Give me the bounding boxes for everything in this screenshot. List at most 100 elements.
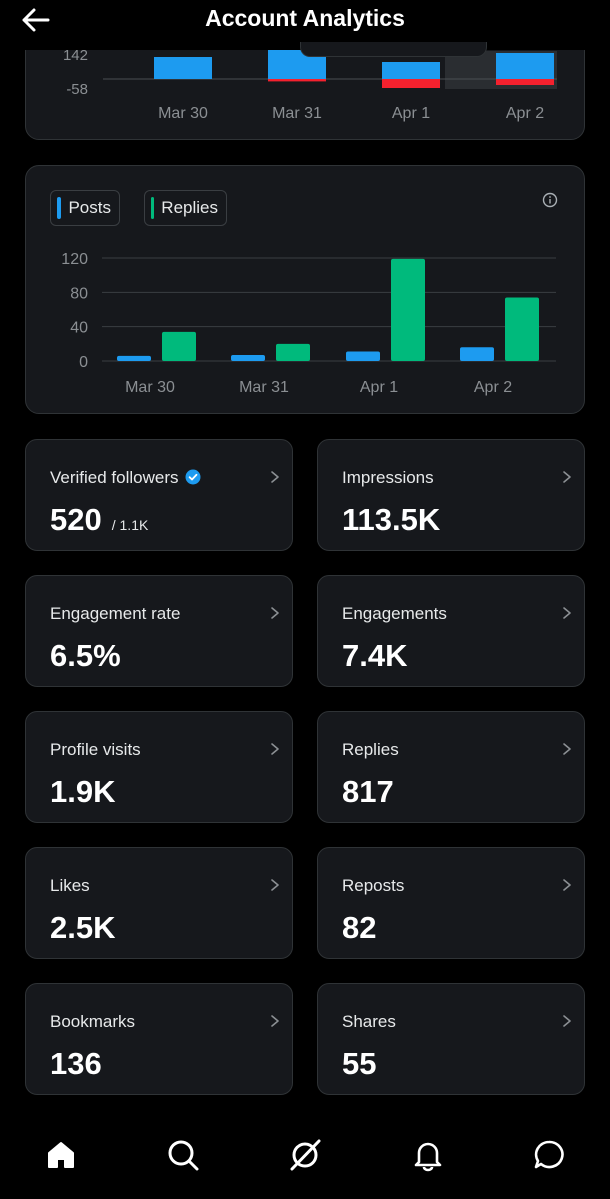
chevron-right-icon <box>563 1015 571 1027</box>
bottom-nav <box>0 1120 610 1199</box>
stat-card-reposts[interactable]: Reposts 82 <box>317 847 585 959</box>
stat-value: 6.5% <box>50 638 121 674</box>
notifications-icon[interactable] <box>411 1138 445 1172</box>
stat-value: 7.4K <box>342 638 407 674</box>
legend-replies[interactable]: Replies <box>144 190 227 226</box>
info-icon[interactable] <box>542 192 558 208</box>
stat-value-text: 817 <box>342 774 394 809</box>
stat-value-text: 113.5K <box>342 502 441 537</box>
arrow-left-icon[interactable] <box>20 6 52 34</box>
legend-swatch <box>151 197 155 219</box>
bar-replies <box>276 343 310 361</box>
stat-card-bookmarks[interactable]: Bookmarks 136 <box>25 983 293 1095</box>
chevron-right-icon <box>271 471 279 483</box>
bar-positive <box>496 53 554 79</box>
stat-value-text: 7.4K <box>342 638 408 673</box>
stat-value-text: 136 <box>50 1046 102 1081</box>
stat-value: 1.9K <box>50 774 115 810</box>
stat-value: 2.5K <box>50 910 115 946</box>
y-tick-label: -58 <box>66 81 88 98</box>
stat-value: 136 <box>50 1046 102 1082</box>
app-header: Account Analytics <box>0 0 610 57</box>
stat-label-text: Likes <box>50 876 90 895</box>
bar-posts <box>346 351 380 361</box>
stat-label: Engagement rate <box>50 604 180 624</box>
bar-negative <box>496 79 554 85</box>
page-title: Account Analytics <box>205 5 405 31</box>
messages-icon[interactable] <box>532 1138 566 1172</box>
stat-label: Shares <box>342 1012 396 1032</box>
stat-label-text: Replies <box>342 740 399 759</box>
bar-negative <box>268 79 326 82</box>
stat-value: 55 <box>342 1046 376 1082</box>
x-tick-label: Mar 30 <box>158 105 208 122</box>
stat-label: Bookmarks <box>50 1012 135 1032</box>
home-icon[interactable] <box>44 1138 78 1172</box>
bar-posts <box>231 354 265 361</box>
chevron-right-icon <box>563 879 571 891</box>
x-tick-label: Apr 1 <box>360 379 398 396</box>
stat-label: Reposts <box>342 876 404 896</box>
stat-label: Replies <box>342 740 399 760</box>
bar-posts <box>460 347 494 361</box>
legend-label: Posts <box>68 198 111 217</box>
stat-label-text: Bookmarks <box>50 1012 136 1031</box>
y-tick-label: 120 <box>61 251 88 268</box>
stat-value-text: 2.5K <box>50 910 116 945</box>
legend-swatch <box>57 197 62 219</box>
stat-label-text: Impressions <box>342 468 434 487</box>
stat-value: 82 <box>342 910 376 946</box>
verified-badge-icon <box>185 469 201 485</box>
x-tick-label: Apr 2 <box>474 379 512 396</box>
bar-replies <box>391 258 425 361</box>
stat-label: Likes <box>50 876 90 896</box>
stat-label-text: Engagements <box>342 604 447 623</box>
grok-icon[interactable] <box>288 1138 322 1172</box>
y-tick-label: 0 <box>79 354 88 371</box>
stat-card-verified-followers[interactable]: Verified followers 520 / 1.1K <box>25 439 293 551</box>
stat-label-text: Reposts <box>342 876 405 895</box>
stat-label-text: Engagement rate <box>50 604 181 623</box>
stat-value-text: 520 <box>50 502 102 537</box>
x-tick-label: Apr 2 <box>506 105 544 122</box>
chevron-right-icon <box>271 607 279 619</box>
bar-negative <box>382 79 440 88</box>
chevron-right-icon <box>271 1015 279 1027</box>
x-tick-label: Mar 31 <box>239 379 289 396</box>
stat-card-profile-visits[interactable]: Profile visits 1.9K <box>25 711 293 823</box>
stat-value: 817 <box>342 774 394 810</box>
stat-label: Impressions <box>342 468 434 488</box>
stat-value-text: 82 <box>342 910 377 945</box>
stat-value: 113.5K <box>342 502 440 538</box>
bar-replies <box>162 331 196 361</box>
stat-card-impressions[interactable]: Impressions 113.5K <box>317 439 585 551</box>
bar-positive <box>154 57 212 79</box>
stat-card-replies[interactable]: Replies 817 <box>317 711 585 823</box>
stat-sub-value: / 1.1K <box>111 517 149 533</box>
posts-replies-chart: 120 80 40 0 Mar 30 Mar 31 Apr 1 Apr 2 <box>61 251 556 396</box>
legend-label: Replies <box>161 198 218 217</box>
x-tick-label: Mar 30 <box>125 379 175 396</box>
stat-label-text: Profile visits <box>50 740 141 759</box>
bar-positive <box>382 62 440 79</box>
stat-label: Profile visits <box>50 740 141 760</box>
stat-card-engagements[interactable]: Engagements 7.4K <box>317 575 585 687</box>
bar-replies <box>505 297 539 361</box>
chevron-right-icon <box>271 743 279 755</box>
stat-value-text: 6.5% <box>50 638 121 673</box>
stat-card-likes[interactable]: Likes 2.5K <box>25 847 293 959</box>
stat-card-engagement-rate[interactable]: Engagement rate 6.5% <box>25 575 293 687</box>
y-tick-label: 40 <box>70 320 88 337</box>
stat-label: Verified followers <box>50 468 201 488</box>
stat-label-text: Shares <box>342 1012 396 1031</box>
legend-posts[interactable]: Posts <box>50 190 120 226</box>
tooltip-edge <box>300 42 487 57</box>
stat-card-shares[interactable]: Shares 55 <box>317 983 585 1095</box>
chevron-right-icon <box>563 743 571 755</box>
bar-posts <box>117 355 151 361</box>
stat-label: Engagements <box>342 604 447 624</box>
search-icon[interactable] <box>166 1138 200 1172</box>
chevron-right-icon <box>563 471 571 483</box>
stat-label-text: Verified followers <box>50 468 179 487</box>
x-tick-label: Mar 31 <box>272 105 322 122</box>
